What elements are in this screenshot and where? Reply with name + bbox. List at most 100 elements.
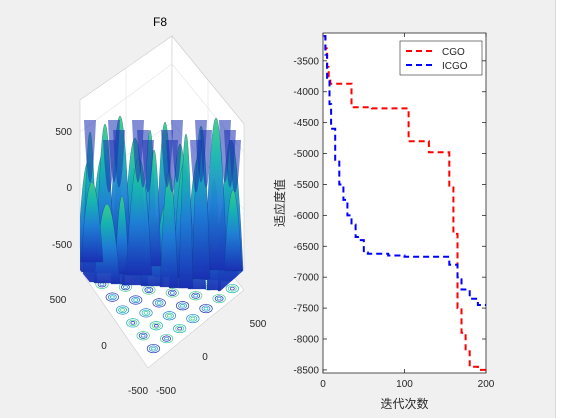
contour-ring: [227, 285, 237, 292]
z-tick-500: 500: [55, 127, 72, 138]
contour-ring: [118, 306, 127, 314]
contour-ring: [180, 304, 185, 308]
y-tick-label: -8500: [293, 365, 319, 376]
contour-ring: [159, 333, 174, 344]
contour-ring: [152, 298, 166, 308]
contour-ring: [133, 298, 139, 302]
y-tick-label: -7500: [293, 304, 319, 315]
contour-ring: [140, 334, 146, 338]
surface-valley: [132, 120, 144, 183]
contour-ring: [156, 301, 162, 305]
x-tick-label: 100: [396, 379, 413, 390]
contour-ring: [162, 311, 177, 321]
surface-plot-3d[interactable]: F8 500 0 -500 -500 0 500 500 0 -500: [50, 15, 267, 397]
plot-area: [322, 32, 487, 374]
contour-ring: [128, 319, 138, 326]
z-axis-ticks: 500 0 -500: [52, 127, 72, 251]
contour-ring: [199, 303, 213, 314]
x-axis-ticks: -500 0 500: [128, 319, 267, 397]
contour-ring: [186, 313, 200, 324]
y-tick-label: -4500: [293, 118, 319, 129]
y-axis-ticks: 500 0 -500: [50, 295, 177, 397]
contour-ring: [193, 294, 199, 298]
surface-valley: [190, 140, 202, 193]
left-plot-title: F8: [153, 15, 167, 29]
convergence-chart[interactable]: -3500 -4000 -4500 -5000 -5500 -6000 -6500 -7000…: [272, 32, 495, 411]
contour-ring: [136, 331, 150, 341]
x-tick-500: 500: [250, 319, 267, 330]
contour-ring: [167, 314, 172, 318]
surface-peak: [80, 182, 104, 263]
contour-ring: [144, 286, 154, 294]
x-tick-minus500: -500: [128, 386, 148, 397]
contour-ring: [169, 291, 175, 295]
z-tick-minus500: -500: [52, 240, 72, 251]
y-tick-label: -3500: [293, 56, 319, 67]
contour-ring: [130, 321, 136, 325]
contour-ring: [146, 343, 161, 354]
y-tick-500: 500: [50, 295, 67, 306]
contour-ring: [225, 283, 239, 294]
contour-ring: [129, 295, 143, 305]
x-axis-ticks: 0 100 200: [320, 33, 495, 390]
surface-peak: [178, 134, 194, 289]
contour-ring: [165, 288, 179, 298]
contour-ring: [189, 291, 203, 301]
legend[interactable]: CGO ICGO: [399, 40, 483, 76]
contour-ring: [115, 305, 130, 315]
legend-box: [399, 40, 483, 76]
contour-ring: [162, 335, 171, 342]
contour-ring: [167, 289, 177, 296]
contour-ring: [212, 293, 226, 304]
contour-ring: [107, 294, 117, 301]
y-tick-0: 0: [101, 341, 107, 352]
surface-valley: [161, 130, 173, 188]
contour-ring: [203, 306, 209, 311]
contour-ring: [154, 299, 164, 306]
contour-ring: [120, 308, 125, 312]
contour-ring: [131, 296, 141, 304]
y-tick-label: -5000: [293, 149, 319, 160]
contour-ring: [151, 346, 156, 351]
contour-ring: [229, 286, 235, 291]
y-axis-ticks: -3500 -4000 -4500 -5000 -5500 -6000 -6500 -7000…: [293, 56, 486, 376]
contour-ring: [175, 301, 190, 311]
contour-ring: [138, 332, 148, 339]
y-tick-label: -8000: [293, 335, 319, 346]
surface-peak: [223, 190, 243, 272]
contour-ring: [141, 309, 151, 316]
contour-ring: [123, 285, 128, 289]
series-line-icgo: [323, 35, 486, 306]
contour-ring: [201, 305, 211, 312]
surface-mesh: [80, 116, 244, 292]
contour-ring: [188, 315, 198, 322]
x-tick-label: 200: [478, 379, 495, 390]
contour-ring: [153, 324, 159, 328]
y-tick-label: -7000: [293, 273, 319, 284]
contour-ring: [164, 336, 169, 341]
contour-ring: [190, 316, 196, 321]
y-tick-label: -4000: [293, 87, 319, 98]
x-tick-0: 0: [202, 352, 208, 363]
z-tick-0: 0: [66, 183, 72, 194]
contour-ring: [175, 325, 185, 332]
x-tick-label: 0: [320, 379, 326, 390]
window-right-edge: [555, 0, 562, 418]
x-axis-label: 迭代次数: [380, 396, 428, 411]
series-line-cgo: [323, 35, 486, 371]
surface-valley: [219, 120, 231, 183]
contour-ring: [126, 318, 140, 328]
y-tick-label: -5500: [293, 180, 319, 191]
y-axis-label: 适应度值: [272, 179, 287, 227]
surface-valley: [103, 140, 115, 193]
contour-ring: [139, 308, 153, 318]
series-lines: [323, 35, 486, 371]
contour-ring: [178, 302, 187, 309]
contour-ring: [177, 326, 183, 331]
y-tick-minus500: -500: [156, 386, 176, 397]
contour-ring: [151, 322, 161, 329]
surface-valley: [84, 120, 96, 183]
contour-ring: [109, 295, 115, 299]
